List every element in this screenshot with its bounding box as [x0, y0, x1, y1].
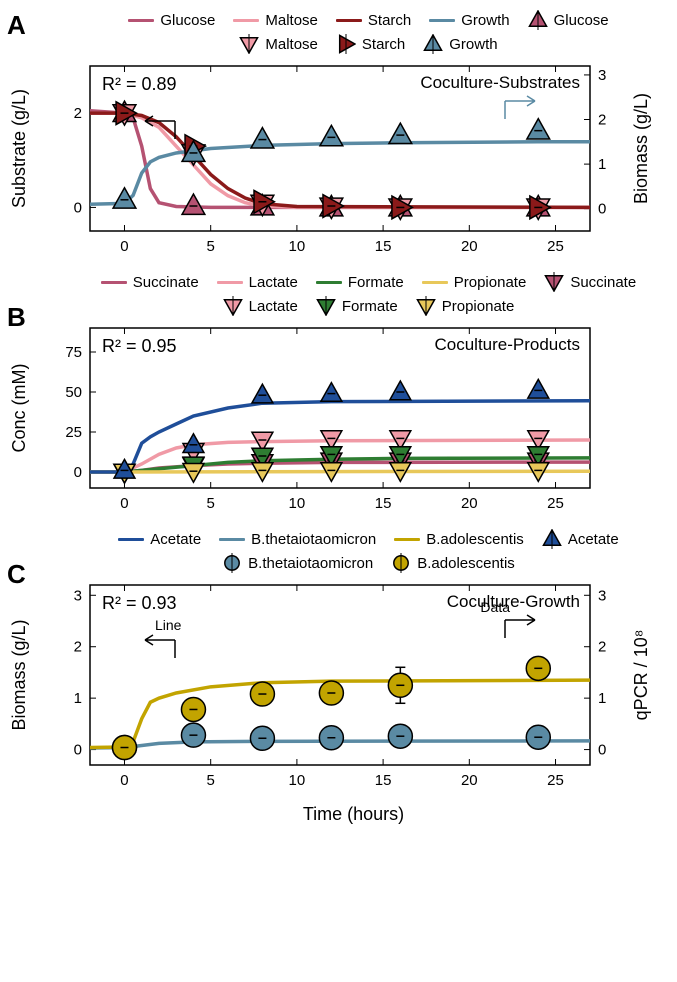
- svg-text:0: 0: [74, 742, 82, 759]
- legend-line-propionate: Propionate: [422, 272, 527, 292]
- panel-a-wrap: A Glucose Maltose Starch Growth Glucose Malto…: [5, 10, 672, 266]
- svg-text:20: 20: [461, 495, 478, 512]
- svg-text:20: 20: [461, 238, 478, 255]
- svg-text:3: 3: [74, 587, 82, 604]
- legend-line-acetate: Acetate: [118, 529, 201, 549]
- legend-marker-b.thetaiotaomicron: B.thetaiotaomicron: [222, 553, 373, 573]
- svg-text:75: 75: [65, 344, 82, 361]
- panel-b-legend: Succinate Lactate Formate Propionate Succina…: [95, 272, 642, 316]
- svg-text:R² = 0.93: R² = 0.93: [102, 593, 177, 613]
- svg-text:0: 0: [120, 772, 128, 789]
- panel-b-plot: 0 5 10 15 20 25 0 25 50 75 Conc (mM) R² = 0.95 Cocul…: [5, 318, 665, 523]
- legend-marker-glucose: Glucose: [528, 10, 609, 30]
- svg-text:2: 2: [598, 639, 606, 656]
- svg-text:0: 0: [120, 495, 128, 512]
- svg-text:25: 25: [547, 772, 564, 789]
- legend-marker-propionate: Propionate: [416, 296, 515, 316]
- panel-c-plot: 0 5 10 15 20 25 0 1 2 3 Biomass (g/L) 0 1 2 3 qPCR / 10…: [5, 575, 665, 800]
- svg-text:15: 15: [375, 772, 392, 789]
- legend-marker-growth: Growth: [423, 34, 497, 54]
- svg-text:0: 0: [74, 464, 82, 481]
- svg-text:2: 2: [74, 639, 82, 656]
- legend-marker-acetate: Acetate: [542, 529, 619, 549]
- svg-text:Line: Line: [155, 617, 182, 633]
- panel-a-plot: 0 5 10 15 20 25 0 2 Substrate (g/L) 0 1 2 3 Biomass (…: [5, 56, 665, 266]
- svg-text:25: 25: [547, 495, 564, 512]
- legend-line-succinate: Succinate: [101, 272, 199, 292]
- panel-a-letter: A: [7, 10, 26, 41]
- panel-c-letter: C: [7, 559, 26, 590]
- svg-text:3: 3: [598, 587, 606, 604]
- svg-text:1: 1: [74, 690, 82, 707]
- svg-text:Biomass (g/L): Biomass (g/L): [9, 619, 29, 730]
- svg-text:1: 1: [598, 690, 606, 707]
- svg-text:25: 25: [65, 424, 82, 441]
- svg-text:2: 2: [74, 105, 82, 122]
- legend-line-starch: Starch: [336, 10, 411, 30]
- figure: A Glucose Maltose Starch Growth Glucose Malto…: [5, 10, 672, 825]
- panel-c-legend: Acetate B.thetaiotaomicron B.adolescentis A…: [95, 529, 642, 573]
- panel-c-wrap: C Acetate B.thetaiotaomicron B.adolescenti…: [5, 529, 672, 825]
- panel-b-wrap: B SuccinateLactateFormatePropionateSucci…: [5, 272, 672, 523]
- panel-a-legend: Glucose Maltose Starch Growth Glucose Maltose…: [95, 10, 642, 54]
- svg-text:1: 1: [598, 156, 606, 173]
- svg-text:20: 20: [461, 772, 478, 789]
- svg-text:0: 0: [598, 742, 606, 759]
- legend-line-lactate: Lactate: [217, 272, 298, 292]
- panel-b-letter: B: [7, 302, 26, 333]
- svg-text:3: 3: [598, 67, 606, 84]
- svg-text:2: 2: [598, 112, 606, 129]
- svg-text:10: 10: [289, 495, 306, 512]
- legend-line-glucose: Glucose: [128, 10, 215, 30]
- svg-text:Data: Data: [480, 599, 510, 615]
- svg-text:0: 0: [598, 201, 606, 218]
- legend-line-b.thetaiotaomicron: B.thetaiotaomicron: [219, 529, 376, 549]
- svg-text:15: 15: [375, 495, 392, 512]
- legend-line-formate: Formate: [316, 272, 404, 292]
- svg-text:qPCR / 10⁸: qPCR / 10⁸: [631, 630, 651, 721]
- legend-marker-maltose: Maltose: [239, 34, 318, 54]
- svg-text:Coculture-Substrates: Coculture-Substrates: [420, 73, 580, 92]
- svg-text:15: 15: [375, 238, 392, 255]
- legend-marker-starch: Starch: [336, 34, 405, 54]
- svg-text:R² = 0.95: R² = 0.95: [102, 336, 177, 356]
- svg-text:5: 5: [207, 772, 215, 789]
- svg-text:0: 0: [120, 238, 128, 255]
- legend-line-maltose: Maltose: [233, 10, 318, 30]
- svg-text:0: 0: [74, 199, 82, 216]
- svg-text:10: 10: [289, 772, 306, 789]
- legend-marker-lactate: Lactate: [223, 296, 298, 316]
- svg-text:Substrate (g/L): Substrate (g/L): [9, 89, 29, 208]
- svg-text:Coculture-Products: Coculture-Products: [434, 335, 580, 354]
- svg-text:10: 10: [289, 238, 306, 255]
- svg-text:50: 50: [65, 384, 82, 401]
- svg-text:R² = 0.89: R² = 0.89: [102, 74, 177, 94]
- svg-text:5: 5: [207, 495, 215, 512]
- svg-text:5: 5: [207, 238, 215, 255]
- legend-marker-formate: Formate: [316, 296, 398, 316]
- svg-text:Coculture-Growth: Coculture-Growth: [447, 592, 580, 611]
- x-axis-label: Time (hours): [35, 804, 672, 825]
- legend-marker-succinate: Succinate: [544, 272, 636, 292]
- legend-line-b.adolescentis: B.adolescentis: [394, 529, 524, 549]
- legend-marker-b.adolescentis: B.adolescentis: [391, 553, 515, 573]
- svg-text:Biomass (g/L): Biomass (g/L): [631, 93, 651, 204]
- svg-text:25: 25: [547, 238, 564, 255]
- svg-text:Conc (mM): Conc (mM): [9, 364, 29, 453]
- legend-line-growth: Growth: [429, 10, 509, 30]
